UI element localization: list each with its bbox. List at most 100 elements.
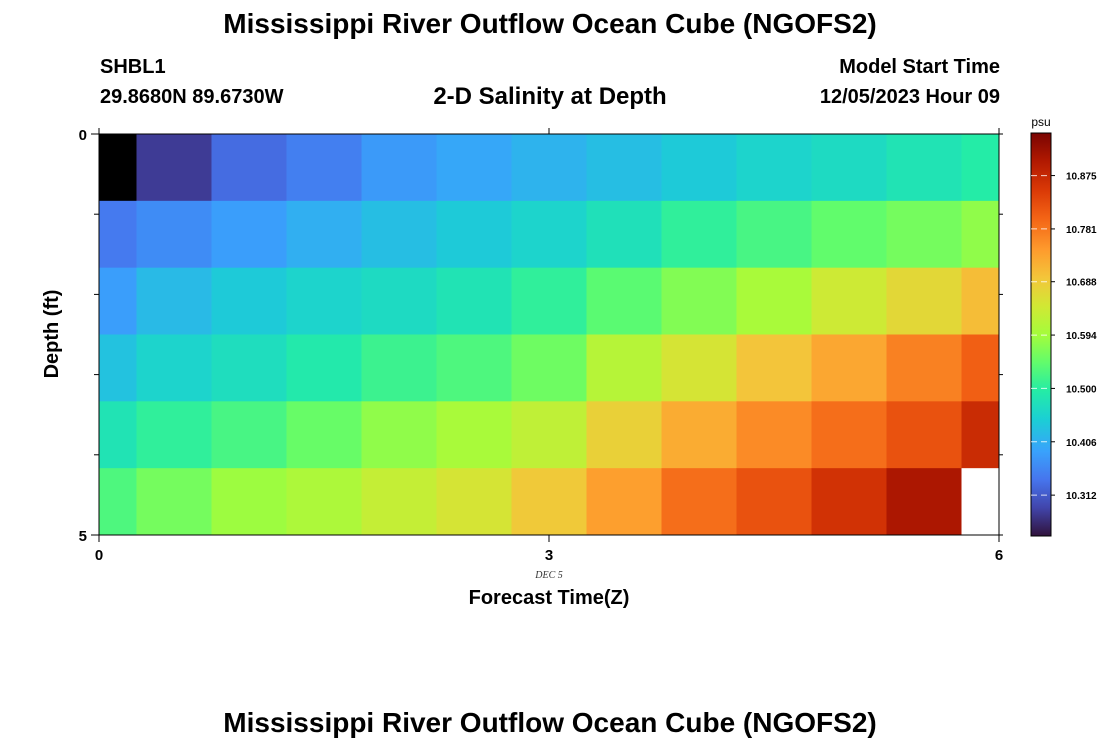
heatmap-cell [136,267,212,335]
heatmap-cell [886,267,962,335]
heatmap-cell [136,468,212,536]
heatmap-cell [436,468,512,536]
colorbar-tick-label: 10.688 [1066,278,1097,289]
heatmap-cell [286,401,362,469]
heatmap-cell [736,134,812,202]
heatmap-cell [961,468,1000,536]
chart-title-repeat: Mississippi River Outflow Ocean Cube (NG… [223,707,877,738]
chart-title: Mississippi River Outflow Ocean Cube (NG… [223,8,877,39]
heatmap-cell [661,134,737,202]
model-start-label: Model Start Time [839,56,1000,78]
heatmap-cell [361,267,437,335]
x-tick-label: 0 [95,547,103,564]
heatmap-cell [136,134,212,202]
heatmap-cell [286,334,362,402]
heatmap-cell [511,401,587,469]
heatmap-cell [511,134,587,202]
heatmap-cell [586,334,662,402]
heatmap-cell [286,200,362,269]
heatmap-cell [886,200,962,269]
heatmap-cell [736,401,812,469]
heatmap-cell [361,200,437,269]
chart-subtitle: 2-D Salinity at Depth [433,83,667,110]
heatmap-cell [886,334,962,402]
heatmap-cell [736,267,812,335]
heatmap-cell [736,468,812,536]
heatmap-cell [99,134,137,202]
heatmap-cell [736,334,812,402]
heatmap-cell [811,334,887,402]
heatmap-cell [811,468,887,536]
heatmap-cell [361,134,437,202]
heatmap-cell [211,134,287,202]
heatmap-cell [811,267,887,335]
heatmap-cell [211,334,287,402]
heatmap-cell [436,334,512,402]
heatmap-cell [99,468,137,536]
x-tick-label: 3 [545,547,553,564]
heatmap-cell [361,468,437,536]
station-id: SHBL1 [100,56,166,78]
heatmap-cell [586,401,662,469]
heatmap-cell [586,134,662,202]
heatmap-cell [211,468,287,536]
x-tick-label: 6 [995,547,1003,564]
heatmap-cell [286,267,362,335]
colorbar-tick-label: 10.312 [1066,491,1097,502]
heatmap-cell [961,401,1000,469]
heatmap-cell [436,134,512,202]
colorbar-tick-label: 10.594 [1066,331,1097,342]
heatmap-cell [511,267,587,335]
heatmap-cell [436,267,512,335]
colorbar-tick-label: 10.875 [1066,172,1097,183]
heatmap-cell [286,468,362,536]
heatmap-cell [586,267,662,335]
heatmap-cell [99,200,137,269]
heatmap-cell [511,468,587,536]
colorbar-unit: psu [1031,115,1050,129]
heatmap-cell [436,200,512,269]
heatmap-cell [361,401,437,469]
x-axis-label: Forecast Time(Z) [469,587,630,609]
heatmap-cell [661,267,737,335]
heatmap-cell [961,334,1000,402]
heatmap-cell [811,200,887,269]
heatmap-cell [661,401,737,469]
heatmap-cell [736,200,812,269]
colorbar-tick-label: 10.781 [1066,225,1097,236]
heatmap-cell [661,468,737,536]
heatmap-cell [961,267,1000,335]
colorbar-tick-label: 10.406 [1066,438,1097,449]
heatmap-cell [511,200,587,269]
model-start-value: 12/05/2023 Hour 09 [819,86,1000,108]
heatmap-cell [961,134,1000,202]
heatmap-cell [436,401,512,469]
station-coordinates: 29.8680N 89.6730W [100,86,284,108]
heatmap-cell [661,200,737,269]
heatmap-cell [211,401,287,469]
y-tick-label: 0 [79,127,87,144]
heatmap-cell [136,334,212,402]
heatmap-cell [586,468,662,536]
heatmap-cell [99,334,137,402]
colorbar: psu 10.312 10.406 10.500 10.594 10.688 10.781… [1030,115,1097,537]
heatmap-cell [586,200,662,269]
heatmap-cell [211,267,287,335]
colorbar-gradient [1030,132,1052,537]
axes: 050 3 6 [79,127,1004,564]
heatmap-cell [811,134,887,202]
date-annotation: DEC 5 [534,570,563,581]
heatmap-cell [661,334,737,402]
heatmap-cell [211,200,287,269]
heatmap-cell [361,334,437,402]
heatmap-cell [811,401,887,469]
heatmap-cell [961,200,1000,269]
heatmap-cell [136,200,212,269]
heatmap-cell [99,267,137,335]
y-tick-label: 5 [79,528,87,545]
heatmap-cells [99,134,1000,536]
colorbar-tick-label: 10.500 [1066,384,1097,395]
heatmap-cell [886,401,962,469]
heatmap-cell [886,468,962,536]
